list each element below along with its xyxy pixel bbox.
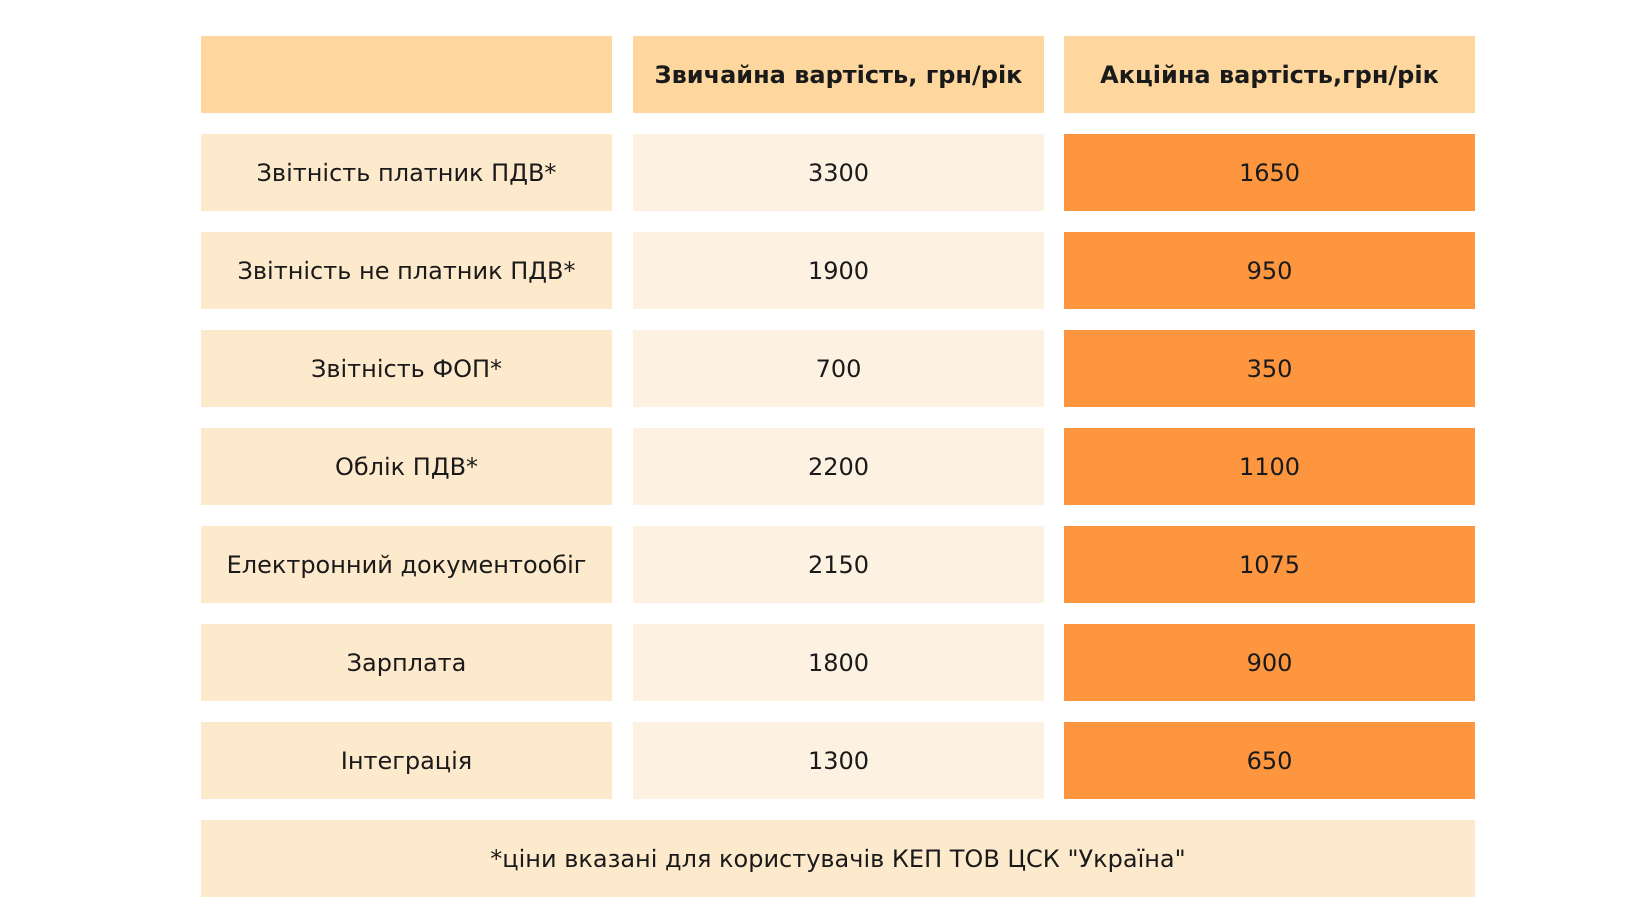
- header-promo-price: Акційна вартість,грн/рік: [1064, 36, 1475, 113]
- regular-price-value: 3300: [633, 134, 1044, 211]
- service-label: Звітність ФОП*: [201, 330, 612, 407]
- regular-price-value: 2200: [633, 428, 1044, 505]
- table-row: Електронний документообіг 2150 1075: [201, 526, 1475, 603]
- table-row: Звітність платник ПДВ* 3300 1650: [201, 134, 1475, 211]
- header-regular-price: Звичайна вартість, грн/рік: [633, 36, 1044, 113]
- table-row: Зарплата 1800 900: [201, 624, 1475, 701]
- promo-price-value: 950: [1064, 232, 1475, 309]
- regular-price-value: 1800: [633, 624, 1044, 701]
- regular-price-value: 700: [633, 330, 1044, 407]
- regular-price-value: 1300: [633, 722, 1044, 799]
- promo-price-value: 350: [1064, 330, 1475, 407]
- promo-price-value: 1650: [1064, 134, 1475, 211]
- table-row: Інтеграція 1300 650: [201, 722, 1475, 799]
- service-label: Облік ПДВ*: [201, 428, 612, 505]
- promo-price-value: 1100: [1064, 428, 1475, 505]
- regular-price-value: 1900: [633, 232, 1044, 309]
- table-header: Звичайна вартість, грн/рік Акційна варті…: [201, 36, 1475, 113]
- service-label: Інтеграція: [201, 722, 612, 799]
- service-label: Зарплата: [201, 624, 612, 701]
- service-label: Електронний документообіг: [201, 526, 612, 603]
- table-row: Звітність ФОП* 700 350: [201, 330, 1475, 407]
- service-label: Звітність платник ПДВ*: [201, 134, 612, 211]
- header-empty-cell: [201, 36, 612, 113]
- price-table: Звичайна вартість, грн/рік Акційна варті…: [201, 36, 1475, 897]
- promo-price-value: 900: [1064, 624, 1475, 701]
- table-row: Облік ПДВ* 2200 1100: [201, 428, 1475, 505]
- regular-price-value: 2150: [633, 526, 1044, 603]
- promo-price-value: 650: [1064, 722, 1475, 799]
- promo-price-value: 1075: [1064, 526, 1475, 603]
- service-label: Звітність не платник ПДВ*: [201, 232, 612, 309]
- footnote: *ціни вказані для користувачів КЕП ТОВ Ц…: [201, 820, 1475, 897]
- table-row: Звітність не платник ПДВ* 1900 950: [201, 232, 1475, 309]
